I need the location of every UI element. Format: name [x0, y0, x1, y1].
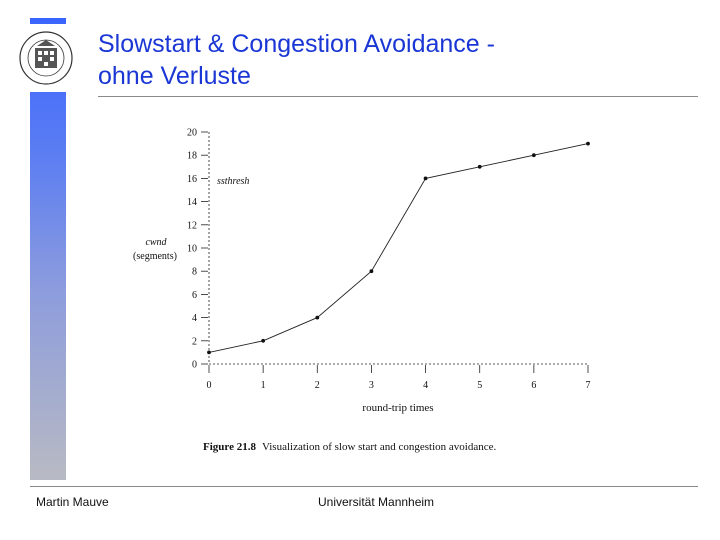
caption-figure-number: Figure 21.8: [203, 441, 256, 453]
side-gradient-bar: [30, 18, 66, 480]
cwnd-point: [315, 315, 320, 320]
y-tick-label: 6: [192, 290, 197, 301]
y-axis-title-line2: (segments): [133, 251, 177, 262]
cwnd-point: [207, 350, 211, 355]
figure-caption: Figure 21.8 Visualization of slow start a…: [203, 441, 496, 453]
y-tick-label: 18: [187, 151, 197, 162]
y-ticks: 0 2 4 6 8 10 12 14 16 18 20: [187, 128, 208, 371]
x-tick-label: 6: [531, 380, 536, 391]
caption-text: Visualization of slow start and congesti…: [262, 441, 496, 453]
y-tick-label: 12: [187, 220, 197, 231]
footer-divider: [30, 486, 698, 487]
x-tick-label: 4: [423, 380, 428, 391]
x-ticks: 0 1 2 3 4 5 6 7: [207, 365, 591, 391]
cwnd-point: [531, 153, 536, 158]
footer-author: Martin Mauve: [36, 495, 109, 509]
cwnd-series: [207, 141, 590, 355]
y-axis-title-line1: cwnd: [145, 237, 167, 248]
university-seal-logo: [18, 24, 74, 92]
x-tick-label: 1: [261, 380, 266, 391]
chart-axes: [208, 132, 588, 365]
x-tick-label: 7: [586, 380, 591, 391]
title-line-1: Slowstart & Congestion Avoidance -: [98, 30, 495, 58]
cwnd-point: [423, 176, 428, 181]
x-tick-label: 3: [369, 380, 374, 391]
cwnd-point: [261, 338, 266, 343]
x-tick-label: 5: [477, 380, 482, 391]
y-tick-label: 14: [187, 197, 197, 208]
x-axis-title: round-trip times: [362, 402, 433, 414]
y-tick-label: 2: [192, 336, 197, 347]
y-tick-label: 10: [187, 244, 197, 255]
cwnd-line: [208, 143, 589, 353]
footer-institution: Universität Mannheim: [318, 495, 435, 509]
x-tick-label: 0: [207, 380, 212, 391]
cwnd-point: [477, 164, 482, 169]
y-tick-label: 8: [192, 267, 197, 278]
y-tick-label: 4: [192, 313, 197, 324]
title-line-2: ohne Verluste: [98, 62, 251, 90]
y-tick-label: 0: [192, 360, 197, 371]
slide-title: Slowstart & Congestion Avoidance - ohne …: [98, 28, 678, 92]
y-tick-label: 20: [187, 128, 197, 139]
title-divider: [98, 96, 698, 97]
cwnd-point: [586, 141, 590, 146]
ssthresh-annotation: ssthresh: [217, 176, 249, 187]
x-tick-label: 2: [315, 380, 320, 391]
y-tick-label: 16: [187, 174, 197, 185]
cwnd-point: [369, 269, 374, 274]
